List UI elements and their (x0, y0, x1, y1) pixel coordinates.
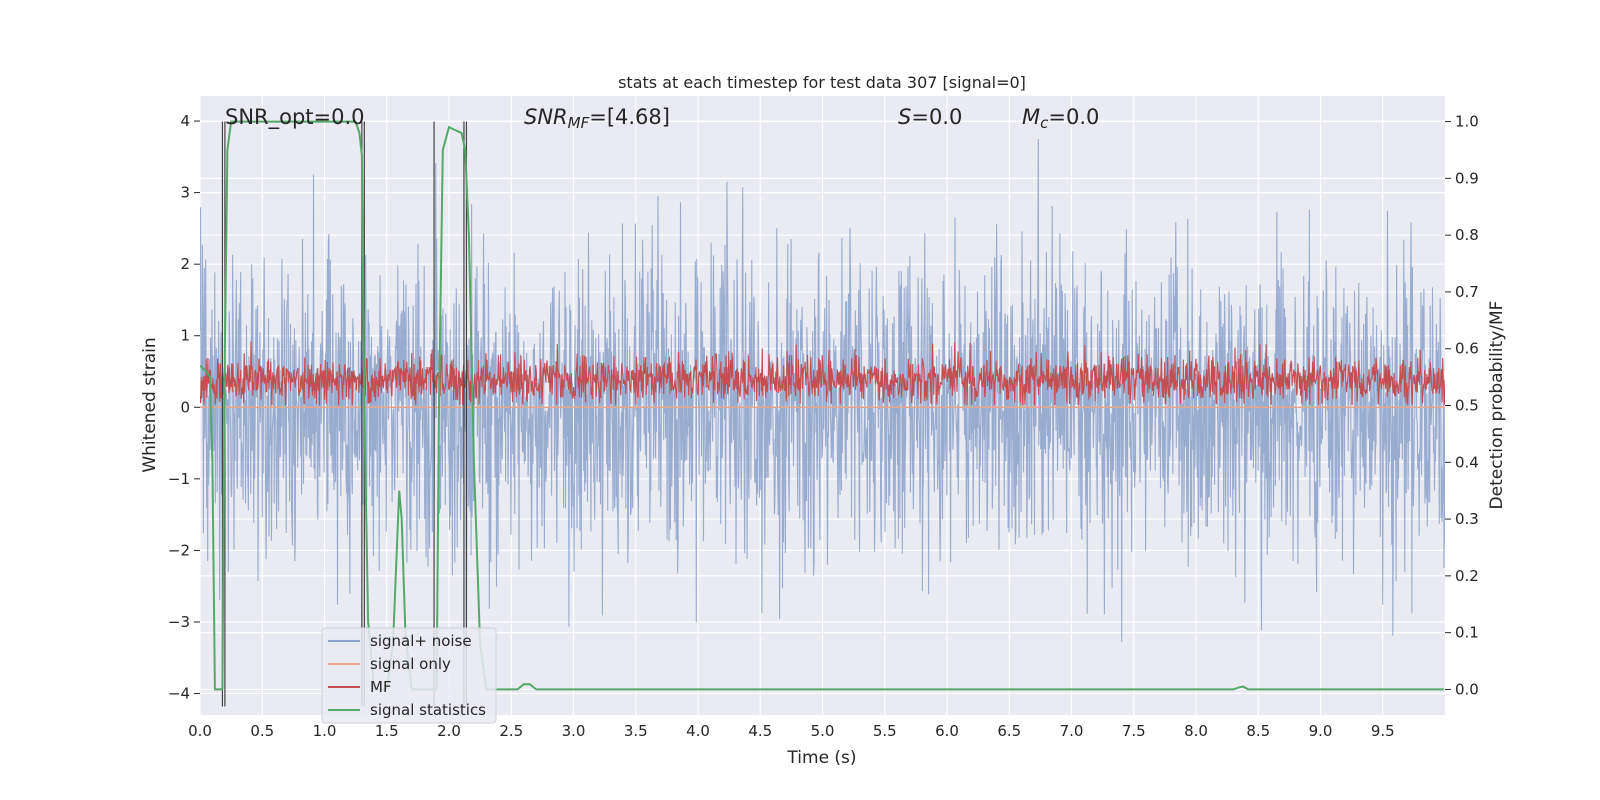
x-axis-label: Time (s) (786, 748, 856, 768)
y-tick-label: −3 (168, 613, 190, 631)
x-tick-label: 8.0 (1184, 722, 1208, 740)
y-tick-label: −4 (168, 685, 190, 703)
y-tick-label-right: 0.3 (1455, 510, 1479, 528)
y-tick-label: 3 (180, 184, 190, 202)
y-tick-label: −2 (168, 541, 190, 559)
y-tick-label: −1 (168, 470, 190, 488)
x-tick-label: 5.0 (811, 722, 835, 740)
annotation-snr-mf-subscript: MF (568, 114, 590, 132)
annotation-snr-opt: SNR_opt=0.0 (225, 105, 365, 130)
y-axis-ticks-right: 1.0 0.9 0.8 0.7 0.6 0.5 0.4 0.3 0.2 0.1 0.0 (1445, 113, 1479, 698)
y-tick-label-right: 0.9 (1455, 169, 1479, 187)
x-tick-label: 7.0 (1060, 722, 1084, 740)
y-axis-ticks-left: 4 3 2 1 0 −1 −2 −3 −4 (168, 112, 200, 703)
chart-title: stats at each timestep for test data 307… (618, 73, 1026, 92)
x-tick-label: 4.5 (748, 722, 772, 740)
x-tick-label: 2.5 (499, 722, 523, 740)
x-tick-label: 3.0 (562, 722, 586, 740)
annotation-mc-symbol: M (1022, 105, 1040, 129)
y-tick-label-right: 0.6 (1455, 340, 1479, 358)
y-tick-label-right: 0.7 (1455, 283, 1479, 301)
x-tick-label: 6.0 (935, 722, 959, 740)
series-signal-noise (200, 138, 1445, 642)
y-tick-label-right: 0.0 (1455, 680, 1479, 698)
legend-label-signal-only: signal only (370, 655, 451, 673)
legend-label-signal-noise: signal+ noise (370, 632, 472, 650)
annotation-s: S=0.0 (898, 105, 962, 129)
annotation-s-symbol: S (898, 105, 911, 129)
y-tick-label: 4 (180, 112, 190, 130)
annotation-mc: Mc=0.0 (1022, 105, 1099, 132)
x-tick-label: 0.5 (250, 722, 274, 740)
y-axis-label-right: Detection probability/MF (1487, 301, 1507, 510)
annotation-snr-mf: SNRMF=[4.68] (524, 105, 670, 132)
x-tick-label: 9.0 (1309, 722, 1333, 740)
legend-label-signal-statistics: signal statistics (370, 701, 486, 719)
x-tick-label: 5.5 (873, 722, 897, 740)
x-tick-label: 8.5 (1246, 722, 1270, 740)
annotation-mc-subscript: c (1040, 114, 1049, 132)
x-tick-label: 3.5 (624, 722, 648, 740)
annotation-s-value: =0.0 (911, 105, 962, 129)
annotation-snr-mf-symbol: SNR (524, 105, 568, 129)
y-tick-label: 1 (180, 327, 190, 345)
x-tick-label: 1.5 (375, 722, 399, 740)
y-tick-label-right: 0.5 (1455, 397, 1479, 415)
y-tick-label-right: 1.0 (1455, 113, 1479, 131)
x-tick-label: 2.0 (437, 722, 461, 740)
y-tick-label: 2 (180, 255, 190, 273)
annotation-snr-mf-value: =[4.68] (589, 105, 670, 129)
x-tick-label: 1.0 (313, 722, 337, 740)
legend-box (321, 627, 497, 724)
legend-label-mf: MF (370, 678, 392, 696)
y-tick-label-right: 0.8 (1455, 226, 1479, 244)
x-tick-label: 9.5 (1371, 722, 1395, 740)
annotation-mc-value: =0.0 (1048, 105, 1099, 129)
legend: signal+ noise signal only MF signal stat… (321, 627, 497, 724)
x-tick-label: 6.5 (997, 722, 1021, 740)
y-tick-label-right: 0.1 (1455, 624, 1479, 642)
y-tick-label: 0 (180, 398, 190, 416)
x-tick-label: 0.0 (188, 722, 212, 740)
x-tick-label: 7.5 (1122, 722, 1146, 740)
series-mf (200, 341, 1445, 406)
y-tick-label-right: 0.2 (1455, 567, 1479, 585)
y-tick-label-right: 0.4 (1455, 453, 1479, 471)
y-axis-label-left: Whitened strain (140, 337, 160, 472)
x-axis-ticks: 0.0 0.5 1.0 1.5 2.0 2.5 3.0 3.5 4.0 4.5 5.0 5.5 6.0 6… (188, 722, 1395, 740)
x-tick-label: 4.0 (686, 722, 710, 740)
